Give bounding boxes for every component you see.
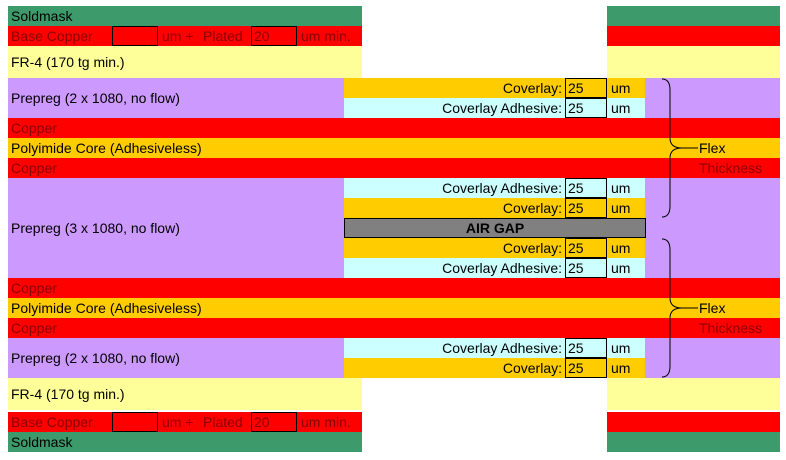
- soldmask-layer-bottom: [8, 432, 362, 452]
- polyimide-layer-1: [8, 138, 780, 158]
- coverlay-adhesive-layer-4: [344, 338, 645, 358]
- copper-layer-2: [8, 158, 780, 178]
- plated-input-top[interactable]: 20: [251, 26, 297, 46]
- thickness-label-bottom: Thickness: [699, 320, 763, 336]
- flex-thickness-brace-icon-bottom: [661, 238, 698, 378]
- coverlay-label-1: Coverlay:: [502, 80, 562, 96]
- coverlay-adhesive-layer-2: [344, 178, 645, 198]
- fr4-layer-top: [8, 46, 362, 78]
- base-copper-unit-bottom: um min.: [301, 414, 351, 430]
- base-copper-label-top: Base Copper: [11, 28, 93, 44]
- coverlay-layer-1: [344, 78, 645, 98]
- coverlay-adhesive-input-2[interactable]: 25: [565, 178, 607, 198]
- copper-label-2: Copper: [11, 160, 57, 176]
- flex-label-top: Flex: [699, 140, 726, 156]
- air-gap-label: AIR GAP: [465, 220, 525, 236]
- copper-layer-4: [8, 318, 780, 338]
- copper-layer-1: [8, 118, 780, 138]
- coverlay-unit-3: um: [611, 240, 631, 256]
- flex-label-bottom: Flex: [699, 300, 726, 316]
- base-copper-plated-bottom: Plated: [203, 414, 243, 430]
- coverlay-input-4[interactable]: 25: [565, 358, 607, 378]
- coverlay-layer-4: [344, 358, 645, 378]
- flex-thickness-brace-icon-top: [661, 78, 698, 218]
- coverlay-layer-2: [344, 198, 645, 218]
- base-copper-plated-top: Plated: [203, 28, 243, 44]
- soldmask-label-bottom: Soldmask: [11, 434, 73, 450]
- coverlay-adhesive-label-1: Coverlay Adhesive:: [442, 100, 562, 116]
- fr4-layer-bottom: [8, 378, 362, 410]
- coverlay-adhesive-layer-3: [344, 258, 645, 278]
- coverlay-label-3: Coverlay:: [502, 240, 562, 256]
- coverlay-adhesive-input-3[interactable]: 25: [565, 258, 607, 278]
- coverlay-label-4: Coverlay:: [502, 360, 562, 376]
- base-copper-layer-bottom: [8, 412, 362, 432]
- base-copper-layer-bottom-right: [607, 412, 780, 432]
- coverlay-adhesive-input-1[interactable]: 25: [565, 98, 607, 118]
- coverlay-input-2[interactable]: 25: [565, 198, 607, 218]
- polyimide-label-1: Polyimide Core (Adhesiveless): [11, 140, 202, 156]
- coverlay-adhesive-input-4[interactable]: 25: [565, 338, 607, 358]
- soldmask-layer-bottom-right: [607, 432, 780, 452]
- thickness-label-top: Thickness: [699, 160, 763, 176]
- coverlay-layer-3: [344, 238, 645, 258]
- plated-input-bottom[interactable]: 20: [251, 412, 297, 432]
- base-copper-label-bottom: Base Copper: [11, 414, 93, 430]
- fr4-label-top: FR-4 (170 tg min.): [11, 54, 125, 70]
- coverlay-adhesive-unit-4: um: [611, 340, 631, 356]
- copper-label-3: Copper: [11, 280, 57, 296]
- coverlay-adhesive-unit-3: um: [611, 260, 631, 276]
- base-copper-layer-top: [8, 26, 362, 46]
- prepreg-label-top: Prepreg (2 x 1080, no flow): [11, 90, 180, 106]
- coverlay-adhesive-label-4: Coverlay Adhesive:: [442, 340, 562, 356]
- fr4-layer-bottom-right: [607, 378, 780, 410]
- base-copper-input-bottom[interactable]: [112, 412, 158, 432]
- copper-label-4: Copper: [11, 320, 57, 336]
- coverlay-unit-2: um: [611, 200, 631, 216]
- soldmask-label-top: Soldmask: [11, 8, 73, 24]
- coverlay-adhesive-unit-1: um: [611, 100, 631, 116]
- coverlay-input-3[interactable]: 25: [565, 238, 607, 258]
- base-copper-layer-top-right: [607, 26, 780, 46]
- coverlay-adhesive-layer-1: [344, 98, 645, 118]
- polyimide-layer-2: [8, 298, 780, 318]
- base-copper-plus-bottom: um +: [162, 414, 194, 430]
- coverlay-unit-4: um: [611, 360, 631, 376]
- copper-label-1: Copper: [11, 120, 57, 136]
- air-gap: [344, 218, 646, 238]
- soldmask-layer-top: [8, 6, 362, 26]
- prepreg-label-mid: Prepreg (3 x 1080, no flow): [11, 220, 180, 236]
- coverlay-unit-1: um: [611, 80, 631, 96]
- base-copper-plus-top: um +: [162, 28, 194, 44]
- coverlay-label-2: Coverlay:: [502, 200, 562, 216]
- copper-layer-3: [8, 278, 780, 298]
- coverlay-adhesive-label-3: Coverlay Adhesive:: [442, 260, 562, 276]
- base-copper-input-top[interactable]: [112, 26, 158, 46]
- polyimide-label-2: Polyimide Core (Adhesiveless): [11, 300, 202, 316]
- soldmask-layer-top-right: [607, 6, 780, 26]
- fr4-layer-top-right: [607, 46, 780, 78]
- fr4-label-bottom: FR-4 (170 tg min.): [11, 386, 125, 402]
- coverlay-adhesive-unit-2: um: [611, 180, 631, 196]
- base-copper-unit-top: um min.: [301, 28, 351, 44]
- coverlay-adhesive-label-2: Coverlay Adhesive:: [442, 180, 562, 196]
- prepreg-label-bottom: Prepreg (2 x 1080, no flow): [11, 350, 180, 366]
- coverlay-input-1[interactable]: 25: [565, 78, 607, 98]
